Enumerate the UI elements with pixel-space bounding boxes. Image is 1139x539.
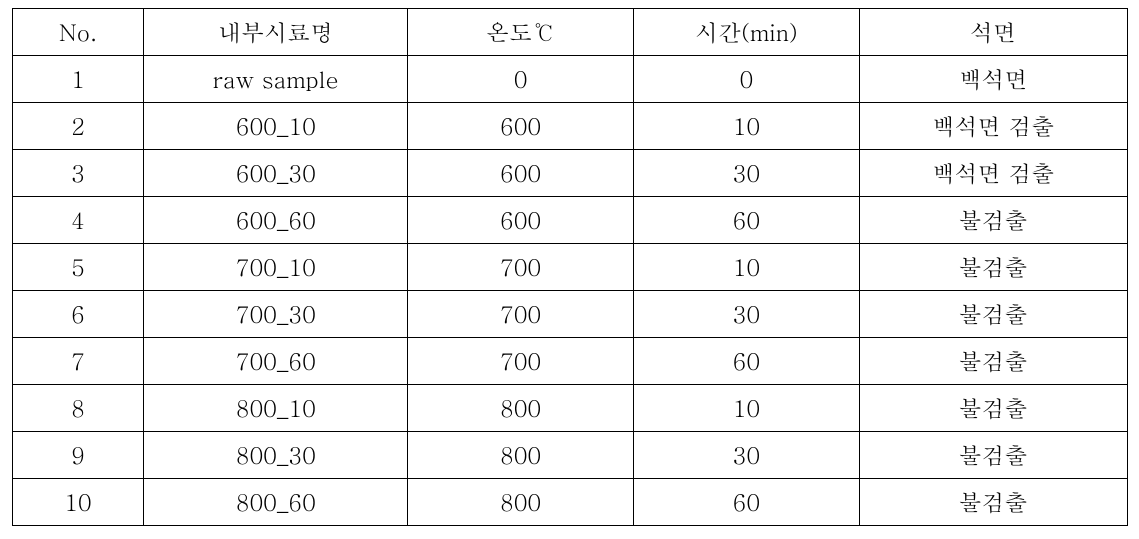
header-no: No. [12,9,144,56]
cell-time: 10 [633,244,859,291]
cell-sample: raw sample [144,56,408,103]
header-sample: 내부시료명 [144,9,408,56]
cell-temp: 800 [408,385,634,432]
cell-no: 6 [12,291,144,338]
cell-temp: 600 [408,197,634,244]
cell-asbestos: 불검출 [859,385,1127,432]
cell-sample: 600_10 [144,103,408,150]
cell-sample: 600_60 [144,197,408,244]
cell-temp: 700 [408,291,634,338]
cell-sample: 700_60 [144,338,408,385]
table-row: 7 700_60 700 60 불검출 [12,338,1127,385]
cell-temp: 700 [408,338,634,385]
table-row: 4 600_60 600 60 불검출 [12,197,1127,244]
cell-no: 9 [12,432,144,479]
cell-asbestos: 백석면 [859,56,1127,103]
cell-asbestos: 불검출 [859,197,1127,244]
cell-asbestos: 불검출 [859,291,1127,338]
cell-temp: 800 [408,432,634,479]
cell-temp: 600 [408,150,634,197]
cell-no: 3 [12,150,144,197]
cell-time: 10 [633,103,859,150]
cell-time: 30 [633,291,859,338]
cell-sample: 700_30 [144,291,408,338]
cell-time: 60 [633,197,859,244]
cell-sample: 800_10 [144,385,408,432]
cell-no: 4 [12,197,144,244]
cell-time: 30 [633,150,859,197]
cell-sample: 700_10 [144,244,408,291]
table-row: 3 600_30 600 30 백석면 검출 [12,150,1127,197]
cell-asbestos: 백석면 검출 [859,150,1127,197]
cell-asbestos: 불검출 [859,479,1127,526]
header-asbestos: 석면 [859,9,1127,56]
cell-sample: 800_60 [144,479,408,526]
table-row: 1 raw sample 0 0 백석면 [12,56,1127,103]
cell-no: 5 [12,244,144,291]
table-body: 1 raw sample 0 0 백석면 2 600_10 600 10 백석면… [12,56,1127,526]
cell-time: 60 [633,338,859,385]
table-row: 5 700_10 700 10 불검출 [12,244,1127,291]
table-row: 8 800_10 800 10 불검출 [12,385,1127,432]
table-row: 10 800_60 800 60 불검출 [12,479,1127,526]
cell-time: 60 [633,479,859,526]
cell-temp: 700 [408,244,634,291]
cell-temp: 600 [408,103,634,150]
table-row: 6 700_30 700 30 불검출 [12,291,1127,338]
cell-asbestos: 백석면 검출 [859,103,1127,150]
cell-asbestos: 불검출 [859,432,1127,479]
cell-time: 30 [633,432,859,479]
cell-asbestos: 불검출 [859,338,1127,385]
cell-sample: 600_30 [144,150,408,197]
cell-no: 7 [12,338,144,385]
cell-no: 1 [12,56,144,103]
cell-no: 2 [12,103,144,150]
cell-temp: 800 [408,479,634,526]
header-row: No. 내부시료명 온도℃ 시간(min) 석면 [12,9,1127,56]
cell-temp: 0 [408,56,634,103]
table-row: 2 600_10 600 10 백석면 검출 [12,103,1127,150]
table-row: 9 800_30 800 30 불검출 [12,432,1127,479]
header-temp: 온도℃ [408,9,634,56]
cell-no: 8 [12,385,144,432]
table-header: No. 내부시료명 온도℃ 시간(min) 석면 [12,9,1127,56]
header-time: 시간(min) [633,9,859,56]
cell-time: 10 [633,385,859,432]
cell-asbestos: 불검출 [859,244,1127,291]
data-table: No. 내부시료명 온도℃ 시간(min) 석면 1 raw sample 0 … [12,8,1128,526]
cell-no: 10 [12,479,144,526]
cell-time: 0 [633,56,859,103]
cell-sample: 800_30 [144,432,408,479]
